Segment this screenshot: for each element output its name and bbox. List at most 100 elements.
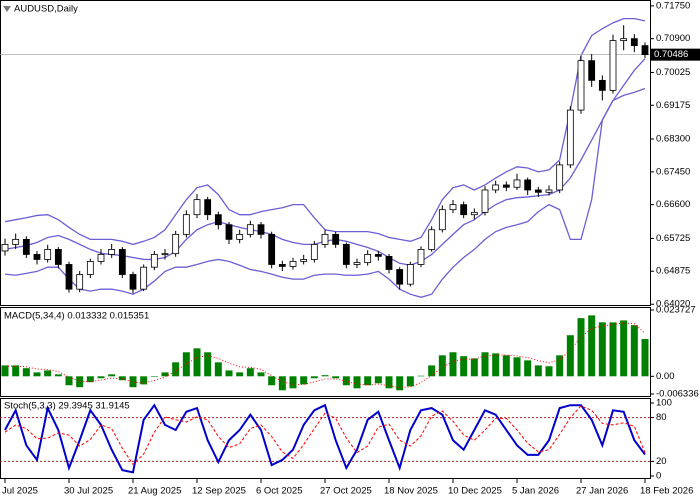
current-price-label: 0.70486 <box>654 49 688 60</box>
candle-body <box>588 60 596 81</box>
candle-body <box>236 233 244 240</box>
macd-bar <box>86 376 94 383</box>
y-tick-label: -0.006336 <box>656 389 699 400</box>
macd-bar <box>620 320 628 377</box>
candle-body <box>76 274 84 290</box>
macd-bar <box>54 374 62 377</box>
candle-body <box>12 238 20 245</box>
macd-bar <box>321 375 329 377</box>
candle-body <box>278 264 286 267</box>
macd-bar <box>22 368 30 377</box>
macd-panel-frame <box>0 307 651 397</box>
x-tick-label: 27 Oct 2025 <box>320 486 372 497</box>
candle-body <box>438 209 446 231</box>
candle-body <box>118 249 126 275</box>
x-tick-label: 21 Aug 2025 <box>128 486 181 497</box>
macd-bar <box>545 366 553 377</box>
candle-body <box>86 260 94 275</box>
y-tick-label: 0.66600 <box>656 199 690 210</box>
y-tick-label: 0.67450 <box>656 166 690 177</box>
y-tick-label: 0.69175 <box>656 100 690 111</box>
candle-body <box>54 249 62 265</box>
stoch-panel-frame <box>0 398 651 479</box>
macd-bar <box>140 376 148 385</box>
candle-body <box>225 224 233 240</box>
candle-body <box>332 233 340 245</box>
macd-bar <box>524 360 532 377</box>
candle-body <box>481 189 489 213</box>
candle-body <box>214 214 222 226</box>
signal-line <box>4 322 646 388</box>
y-tick-label: 0.023727 <box>656 305 696 316</box>
candle-body <box>470 211 478 216</box>
macd-title: MACD(5,34,4) 0.013332 0.015351 <box>4 311 149 322</box>
main-panel-frame <box>0 0 651 306</box>
candle-body <box>150 254 158 268</box>
candle-body <box>44 249 52 260</box>
candle-body <box>598 79 606 91</box>
candle-body <box>641 45 649 56</box>
candle-body <box>396 269 404 285</box>
macd-bar <box>492 353 500 377</box>
macd-bar <box>33 372 41 377</box>
candle-body <box>545 189 553 193</box>
candle-body <box>502 184 510 188</box>
candle-body <box>182 214 190 235</box>
macd-bar <box>438 355 446 377</box>
macd-bar <box>161 372 169 377</box>
x-tick-label: 18 Nov 2025 <box>384 486 438 497</box>
macd-bar <box>172 362 180 377</box>
candle-body <box>385 255 393 270</box>
macd-bar <box>556 355 564 377</box>
macd-bar <box>609 322 617 377</box>
macd-bar <box>470 358 478 377</box>
candle-body <box>513 179 521 188</box>
macd-bar <box>300 376 308 385</box>
macd-bar <box>342 376 350 386</box>
y-tick-label: 0.65725 <box>656 233 690 244</box>
macd-bar <box>236 372 244 377</box>
y-tick-label: 0.71750 <box>656 0 690 11</box>
candle-body <box>172 233 180 255</box>
candle-body <box>449 204 457 211</box>
macd-bar <box>460 356 468 377</box>
macd-bar <box>1 365 9 377</box>
x-tick-label: 12 Sep 2025 <box>192 486 246 497</box>
macd-bar <box>481 352 489 377</box>
macd-bar <box>566 335 574 377</box>
candle-body <box>193 199 201 216</box>
candle-body <box>300 259 308 262</box>
y-tick-label: 0.00 <box>656 371 675 382</box>
symbol-icon <box>3 6 11 12</box>
macd-bar <box>310 376 318 379</box>
macd-bar <box>588 315 596 377</box>
macd-bar <box>204 352 212 377</box>
macd-bar <box>12 365 20 377</box>
candle-body <box>22 238 30 255</box>
candle-body <box>364 254 372 263</box>
candle-body <box>428 229 436 250</box>
y-tick-label: 0.70025 <box>656 67 690 78</box>
candle-body <box>374 254 382 257</box>
x-tick-label: Jul 2025 <box>2 486 38 497</box>
macd-bar <box>278 376 286 391</box>
macd-bar <box>129 376 137 388</box>
macd-bar <box>428 365 436 377</box>
macd-bar <box>513 357 521 377</box>
x-tick-label: 5 Jan 2026 <box>512 486 559 497</box>
y-tick-label: 0.70900 <box>656 33 690 44</box>
macd-bar <box>76 376 84 388</box>
macd-bar <box>225 370 233 377</box>
candle-body <box>577 60 585 111</box>
candle-body <box>321 233 329 245</box>
macd-bar <box>385 376 393 389</box>
candle-body <box>524 179 532 191</box>
candle-body <box>289 260 297 267</box>
candle-body <box>161 253 169 256</box>
macd-bar <box>353 376 361 389</box>
candle-body <box>33 254 41 260</box>
candle-body <box>620 38 628 41</box>
macd-bar <box>193 348 201 377</box>
macd-bar <box>449 352 457 377</box>
